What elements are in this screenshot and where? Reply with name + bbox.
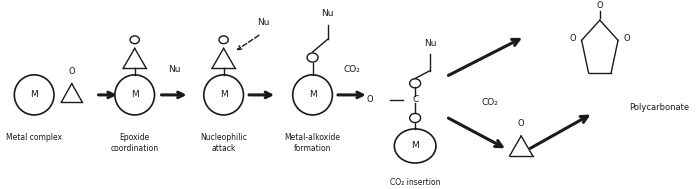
Text: O: O	[569, 34, 576, 43]
Text: M: M	[309, 90, 316, 99]
Text: O: O	[366, 95, 373, 104]
Text: Nu: Nu	[424, 39, 436, 48]
Text: CO₂: CO₂	[482, 98, 499, 107]
Text: Nu: Nu	[168, 65, 181, 74]
Text: O: O	[597, 1, 603, 10]
Text: Nu: Nu	[257, 18, 270, 27]
Text: Epoxide
coordination: Epoxide coordination	[111, 133, 159, 153]
Text: O: O	[624, 34, 630, 43]
Text: M: M	[30, 90, 38, 99]
Text: Metal complex: Metal complex	[6, 133, 62, 142]
Text: Nucleophilic
attack: Nucleophilic attack	[200, 133, 247, 153]
Text: C: C	[412, 95, 418, 104]
Text: M: M	[411, 141, 419, 150]
Text: Metal-alkoxide
formation: Metal-alkoxide formation	[284, 133, 341, 153]
Text: O: O	[68, 67, 75, 76]
Text: Polycarbonate: Polycarbonate	[629, 103, 689, 112]
Text: M: M	[220, 90, 227, 99]
Text: O: O	[518, 119, 524, 128]
Text: Nu: Nu	[321, 9, 334, 18]
Text: CO₂ insertion: CO₂ insertion	[390, 178, 441, 187]
Text: M: M	[131, 90, 139, 99]
Text: CO₂: CO₂	[344, 65, 360, 74]
